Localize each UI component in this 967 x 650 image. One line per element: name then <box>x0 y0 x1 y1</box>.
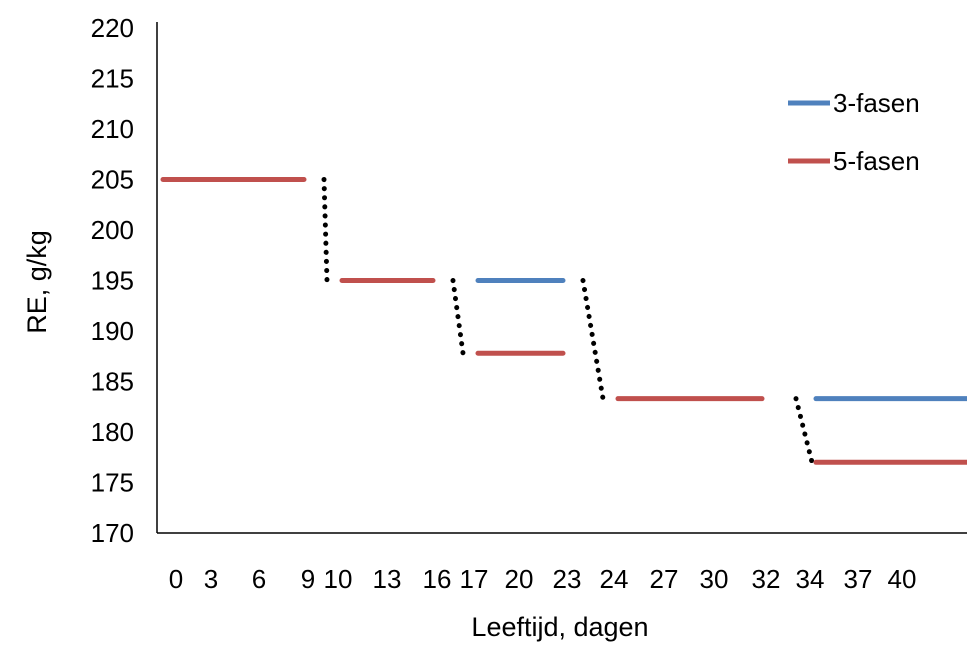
x-tick-label: 40 <box>888 564 917 594</box>
x-tick-label: 34 <box>796 564 825 594</box>
transition-lines <box>321 177 815 465</box>
y-tick-label: 210 <box>91 114 134 144</box>
series-lines <box>160 177 967 465</box>
y-tick-label: 175 <box>91 468 134 498</box>
x-tick-label: 24 <box>600 564 629 594</box>
y-tick-label: 190 <box>91 316 134 346</box>
x-tick-label: 3 <box>204 564 218 594</box>
y-tick-label: 170 <box>91 518 134 548</box>
transition-line <box>450 278 466 356</box>
x-tick-label: 20 <box>505 564 534 594</box>
x-axis-ticks: 0 3 6 9 10 13 16 17 20 23 24 27 30 32 34 37 40 <box>169 564 917 594</box>
x-tick-label: 37 <box>844 564 873 594</box>
x-tick-label: 17 <box>460 564 489 594</box>
x-tick-label: 23 <box>553 564 582 594</box>
transition-line <box>580 278 606 402</box>
x-tick-label: 10 <box>324 564 353 594</box>
x-tick-label: 32 <box>752 564 781 594</box>
legend-label: 5-fasen <box>833 146 920 176</box>
y-tick-label: 205 <box>91 165 134 195</box>
transition-line <box>321 177 330 283</box>
x-tick-label: 6 <box>252 564 266 594</box>
legend: 3-fasen 5-fasen <box>788 88 920 176</box>
x-tick-label: 0 <box>169 564 183 594</box>
transition-line <box>793 396 815 465</box>
x-tick-label: 9 <box>301 564 315 594</box>
y-tick-label: 200 <box>91 215 134 245</box>
series-a <box>475 278 967 402</box>
y-tick-label: 180 <box>91 417 134 447</box>
y-tick-label: 195 <box>91 266 134 296</box>
y-axis-ticks: 170 175 180 185 190 195 200 205 210 215 220 <box>91 13 134 548</box>
y-tick-label: 215 <box>91 64 134 94</box>
x-tick-label: 27 <box>650 564 679 594</box>
y-axis-title: RE, g/kg <box>22 230 52 334</box>
legend-label: 3-fasen <box>833 88 920 118</box>
x-tick-label: 16 <box>423 564 452 594</box>
series-b <box>160 177 967 465</box>
y-tick-label: 220 <box>91 13 134 43</box>
x-axis-title: Leeftijd, dagen <box>471 612 648 642</box>
x-tick-label: 13 <box>373 564 402 594</box>
y-tick-label: 185 <box>91 367 134 397</box>
x-tick-label: 30 <box>700 564 729 594</box>
